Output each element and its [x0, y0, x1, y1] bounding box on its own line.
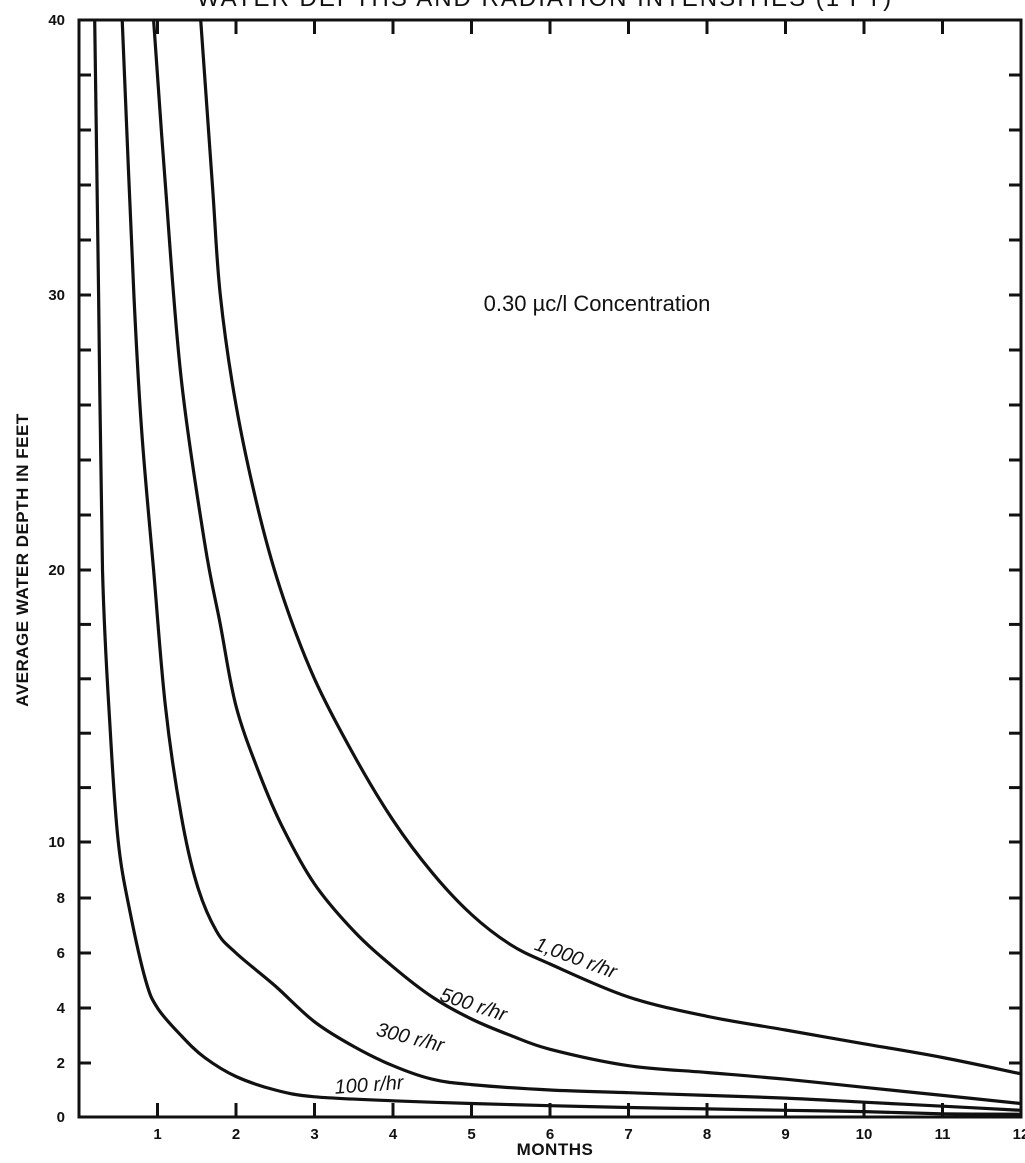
y-tick-label: 2: [57, 1055, 65, 1072]
y-tick-label: 40: [48, 12, 65, 29]
y-tick-label: 8: [57, 890, 65, 907]
y-tick-label: 6: [57, 945, 65, 962]
chart-annotation: 0.30 µc/l Concentration: [484, 291, 711, 316]
series-line: [199, 19, 1022, 1076]
y-tick-label: 10: [48, 834, 65, 851]
x-tick-label: 3: [310, 1126, 318, 1143]
x-tick-label: 2: [232, 1126, 240, 1143]
x-tick-label: 4: [389, 1126, 398, 1143]
x-axis-title: MONTHS: [517, 1140, 594, 1159]
x-tick-label: 9: [781, 1126, 789, 1143]
y-tick-label: 20: [48, 562, 65, 579]
y-axis-title: AVERAGE WATER DEPTH IN FEET: [13, 413, 32, 707]
chart-title: WATER DEPTHS AND RADIATION INTENSITIES (…: [197, 0, 893, 12]
x-tick-label: 12: [1013, 1126, 1025, 1143]
series-line: [152, 19, 1022, 1106]
y-tick-label: 0: [57, 1109, 65, 1126]
x-tick-label: 1: [153, 1126, 161, 1143]
x-tick-label: 11: [935, 1126, 951, 1143]
x-tick-label: 5: [467, 1126, 475, 1143]
axes-layer: 1234567891011120246810203040: [48, 12, 1025, 1143]
y-tick-label: 30: [48, 287, 65, 304]
series-layer: [93, 19, 1022, 1116]
x-tick-label: 10: [856, 1126, 873, 1143]
series-line: [93, 19, 1022, 1116]
x-tick-label: 7: [624, 1126, 632, 1143]
x-tick-label: 6: [546, 1126, 554, 1143]
y-tick-label: 4: [57, 1000, 66, 1017]
series-line: [120, 19, 1022, 1112]
x-tick-label: 8: [703, 1126, 711, 1143]
curve-label: 300 r/hr: [374, 1019, 448, 1057]
curve-label: 100 r/hr: [334, 1072, 406, 1099]
